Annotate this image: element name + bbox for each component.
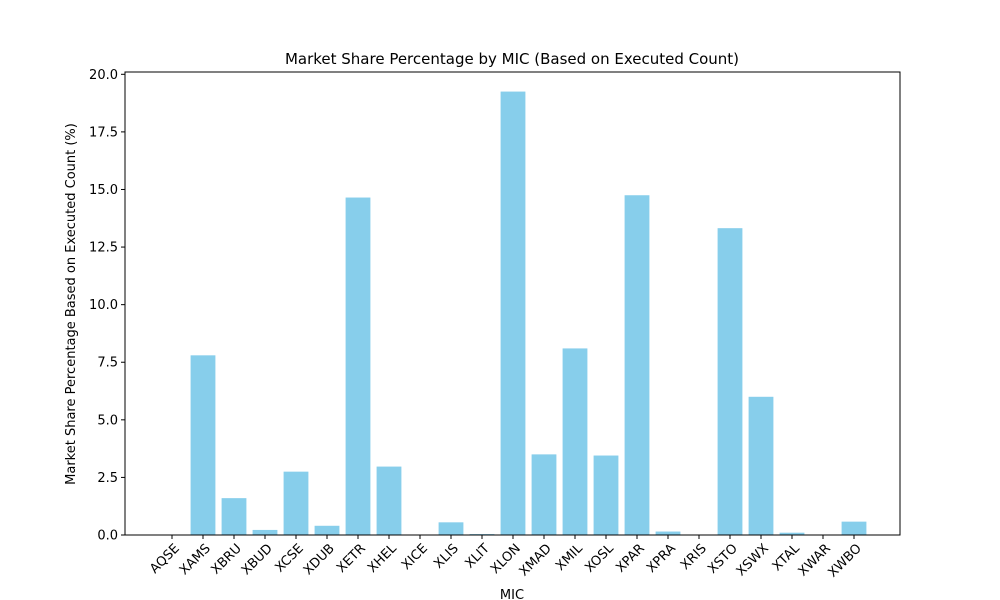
- x-tick-label-xetr: XETR: [334, 541, 369, 576]
- bar-xosl: [593, 455, 619, 535]
- bar-xcse: [283, 471, 309, 535]
- x-tick-label-xris: XRIS: [678, 541, 710, 573]
- x-tick-label-xice: XICE: [399, 541, 431, 573]
- bar-xpar: [624, 195, 650, 535]
- x-tick-label-xswx: XSWX: [734, 541, 772, 579]
- x-tick-label-xpra: XPRA: [644, 541, 679, 576]
- y-tick-label: 20.0: [89, 68, 118, 83]
- x-axis-label: MIC: [500, 588, 524, 600]
- bar-xetr: [345, 197, 371, 535]
- bar-xwbo: [841, 521, 867, 535]
- x-tick-label-xlis: XLIS: [431, 541, 462, 572]
- x-tick-label-xams: XAMS: [177, 541, 214, 578]
- y-axis-label: Market Share Percentage Based on Execute…: [64, 123, 79, 485]
- y-tick-label: 12.5: [89, 241, 118, 256]
- y-tick-label: 15.0: [89, 183, 118, 198]
- bar-xams: [190, 355, 216, 535]
- bars-group: [190, 91, 867, 536]
- y-tick-label: 17.5: [89, 125, 118, 140]
- bar-xsto: [717, 228, 743, 535]
- y-tick-label: 10.0: [89, 298, 118, 313]
- bar-xlis: [438, 522, 464, 535]
- x-tick-label-xwbo: XWBO: [825, 541, 864, 580]
- x-tick-label-xmad: XMAD: [517, 541, 555, 579]
- bar-xhel: [376, 466, 402, 535]
- y-axis: 0.0 2.5 5.0 7.5 10.0 12.5 15.0 17.5 20.0: [89, 68, 125, 544]
- y-tick-label: 5.0: [97, 413, 118, 428]
- x-tick-label-xdub: XDUB: [301, 541, 338, 578]
- x-tick-label-xcse: XCSE: [273, 541, 307, 575]
- bar-xlon: [500, 91, 526, 536]
- bar-xbru: [221, 498, 247, 535]
- bar-xtal: [779, 532, 805, 535]
- x-tick-label-xbru: XBRU: [209, 541, 245, 577]
- x-tick-label-aqse: AQSE: [147, 541, 183, 577]
- y-tick-label: 2.5: [97, 471, 118, 486]
- x-tick-label-xosl: XOSL: [582, 541, 617, 576]
- y-tick-label: 0.0: [97, 529, 118, 544]
- chart-title: Market Share Percentage by MIC (Based on…: [285, 50, 739, 68]
- bar-xdub: [314, 525, 340, 535]
- x-tick-label-xhel: XHEL: [365, 541, 400, 576]
- x-tick-label-xbud: XBUD: [239, 541, 276, 578]
- bar-xbud: [252, 529, 278, 535]
- bar-xpra: [655, 531, 681, 535]
- x-tick-label-xpar: XPAR: [613, 541, 648, 576]
- bar-xmad: [531, 454, 557, 535]
- bar-xswx: [748, 396, 774, 535]
- x-tick-label-xmil: XMIL: [553, 541, 586, 574]
- bar-xmil: [562, 348, 588, 535]
- y-tick-label: 7.5: [97, 356, 118, 371]
